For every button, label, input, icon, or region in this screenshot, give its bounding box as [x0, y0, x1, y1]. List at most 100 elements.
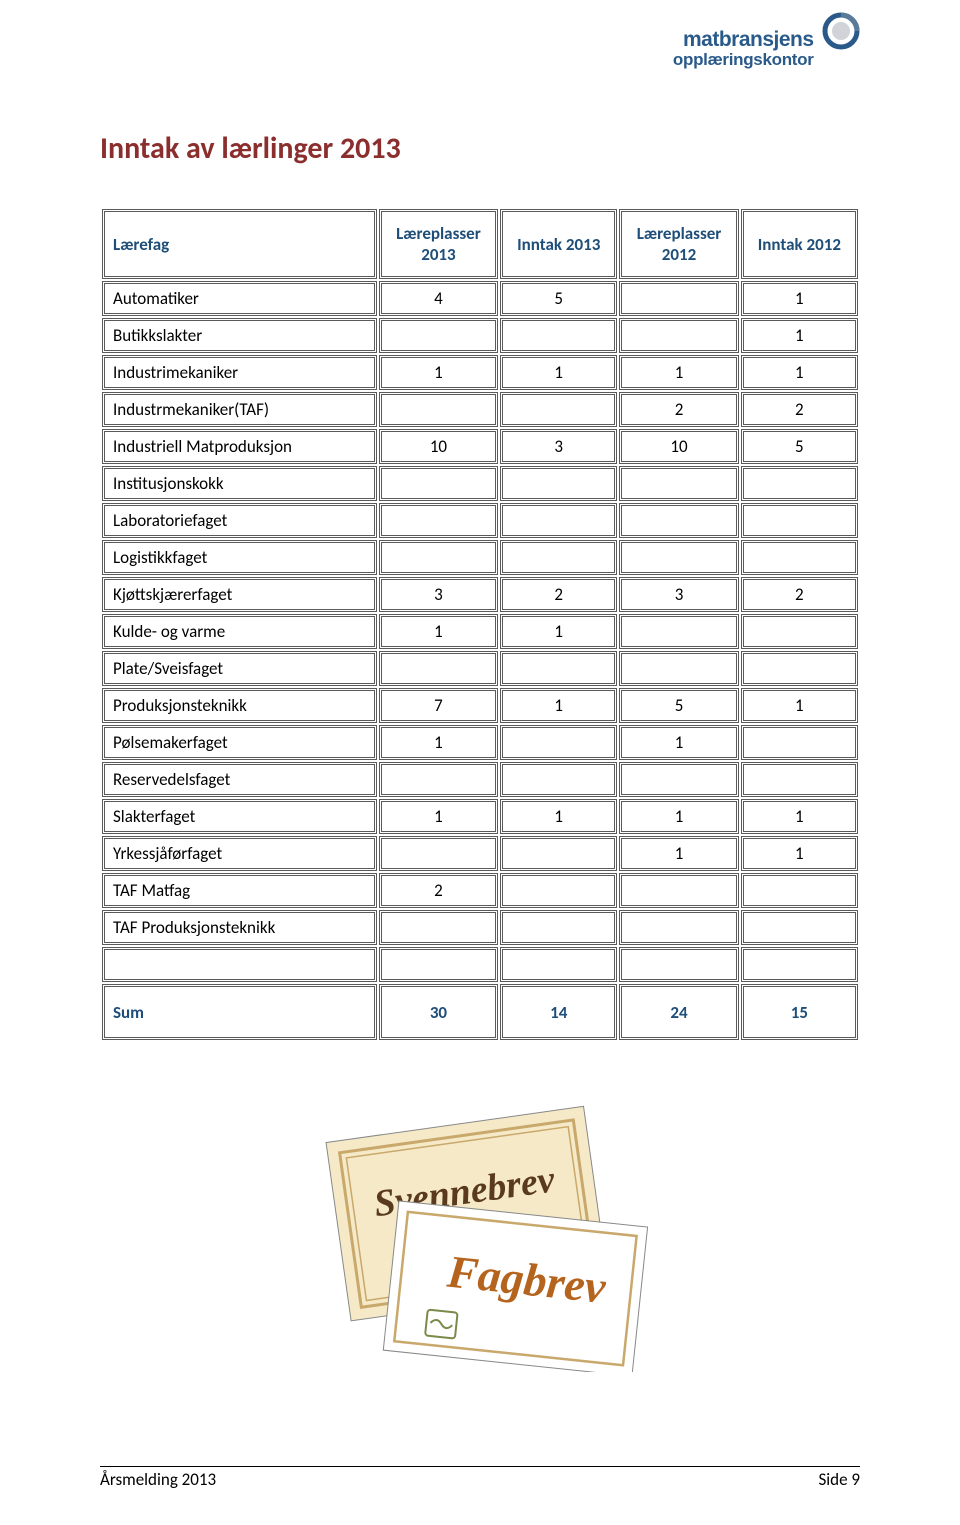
table-cell: Industriell Matproduksjon — [102, 429, 377, 464]
table-cell: 1 — [741, 836, 858, 871]
table-cell: Plate/Sveisfaget — [102, 651, 377, 686]
table-cell: Institusjonskokk — [102, 466, 377, 501]
table-cell — [741, 725, 858, 760]
table-cell: 4 — [379, 281, 498, 316]
page: matbransjens opplæringskontor Inntak av … — [0, 0, 960, 1525]
table-row: Kulde- og varme11 — [102, 614, 858, 649]
table-row: Laboratoriefaget — [102, 503, 858, 538]
certificate-illustration: Svennebrev Fagbrev — [100, 1092, 860, 1377]
table-cell — [500, 947, 617, 982]
table-cell: 1 — [379, 799, 498, 834]
table-cell — [379, 503, 498, 538]
table-cell: 2 — [500, 577, 617, 612]
table-cell: 1 — [379, 614, 498, 649]
table-cell: Butikkslakter — [102, 318, 377, 353]
table-cell — [741, 503, 858, 538]
brand-logo: matbransjens opplæringskontor — [673, 28, 860, 70]
table-cell — [500, 392, 617, 427]
table-cell — [500, 318, 617, 353]
table-sum-cell: Sum — [102, 984, 377, 1040]
table-cell: Industrmekaniker(TAF) — [102, 392, 377, 427]
table-row: Butikkslakter 1 — [102, 318, 858, 353]
table-cell: Kjøttskjærerfaget — [102, 577, 377, 612]
table-cell — [379, 466, 498, 501]
table-sum-cell: 15 — [741, 984, 858, 1040]
th-laereplasser-2012: Læreplasser 2012 — [619, 209, 738, 279]
table-cell — [741, 873, 858, 908]
table-cell — [379, 910, 498, 945]
table-row: Industrimekaniker1111 — [102, 355, 858, 390]
table-cell — [619, 540, 738, 575]
table-cell — [741, 466, 858, 501]
table-row: Automatiker451 — [102, 281, 858, 316]
table-cell: Produksjonsteknikk — [102, 688, 377, 723]
table-row: Industriell Matproduksjon103105 — [102, 429, 858, 464]
table-cell — [619, 910, 738, 945]
table-cell — [379, 392, 498, 427]
th-laerefag: Lærefag — [102, 209, 377, 279]
table-cell: Kulde- og varme — [102, 614, 377, 649]
table-cell — [500, 910, 617, 945]
apprentice-table: Lærefag Læreplasser 2013 Inntak 2013 Lær… — [100, 207, 860, 1042]
table-sum-row: Sum30142415 — [102, 984, 858, 1040]
table-cell: Pølsemakerfaget — [102, 725, 377, 760]
table-cell: Laboratoriefaget — [102, 503, 377, 538]
table-cell: 1 — [741, 799, 858, 834]
table-cell: Industrimekaniker — [102, 355, 377, 390]
table-cell — [500, 651, 617, 686]
table-cell: 3 — [379, 577, 498, 612]
table-cell — [379, 318, 498, 353]
table-cell: 1 — [379, 725, 498, 760]
table-cell: Logistikkfaget — [102, 540, 377, 575]
table-cell — [379, 762, 498, 797]
table-cell — [619, 614, 738, 649]
table-row: Kjøttskjærerfaget3232 — [102, 577, 858, 612]
table-row: Slakterfaget1111 — [102, 799, 858, 834]
table-row: Produksjonsteknikk7151 — [102, 688, 858, 723]
table-cell: 3 — [619, 577, 738, 612]
table-cell — [500, 836, 617, 871]
table-cell — [500, 503, 617, 538]
table-row: Yrkessjåførfaget11 — [102, 836, 858, 871]
table-row: Pølsemakerfaget11 — [102, 725, 858, 760]
th-inntak-2013: Inntak 2013 — [500, 209, 617, 279]
table-cell — [102, 947, 377, 982]
table-cell — [619, 466, 738, 501]
table-cell: 1 — [741, 688, 858, 723]
table-row: TAF Produksjonsteknikk — [102, 910, 858, 945]
table-header-row: Lærefag Læreplasser 2013 Inntak 2013 Lær… — [102, 209, 858, 279]
table-cell — [379, 651, 498, 686]
footer-left: Årsmelding 2013 — [100, 1469, 216, 1490]
table-sum-cell: 24 — [619, 984, 738, 1040]
table-cell — [379, 836, 498, 871]
table-cell — [619, 873, 738, 908]
table-cell: 1 — [500, 355, 617, 390]
table-spacer-row — [102, 947, 858, 982]
table-sum-cell: 14 — [500, 984, 617, 1040]
table-cell: 2 — [741, 392, 858, 427]
table-cell — [619, 503, 738, 538]
table-cell: Reservedelsfaget — [102, 762, 377, 797]
table-cell: Yrkessjåførfaget — [102, 836, 377, 871]
logo-circle-icon — [822, 12, 860, 55]
table-cell — [379, 947, 498, 982]
table-cell — [379, 540, 498, 575]
table-cell — [741, 614, 858, 649]
table-row: Plate/Sveisfaget — [102, 651, 858, 686]
table-cell — [500, 762, 617, 797]
table-cell: 2 — [379, 873, 498, 908]
table-cell: 2 — [619, 392, 738, 427]
logo-text-line1: matbransjens — [673, 28, 814, 52]
table-cell — [741, 540, 858, 575]
table-cell: 1 — [500, 799, 617, 834]
table-cell — [741, 651, 858, 686]
table-cell: 10 — [619, 429, 738, 464]
table-cell: 1 — [741, 318, 858, 353]
table-cell: 2 — [741, 577, 858, 612]
table-cell — [619, 281, 738, 316]
table-row: Institusjonskokk — [102, 466, 858, 501]
table-cell — [741, 947, 858, 982]
table-cell: 1 — [619, 355, 738, 390]
th-inntak-2012: Inntak 2012 — [741, 209, 858, 279]
table-cell — [500, 540, 617, 575]
